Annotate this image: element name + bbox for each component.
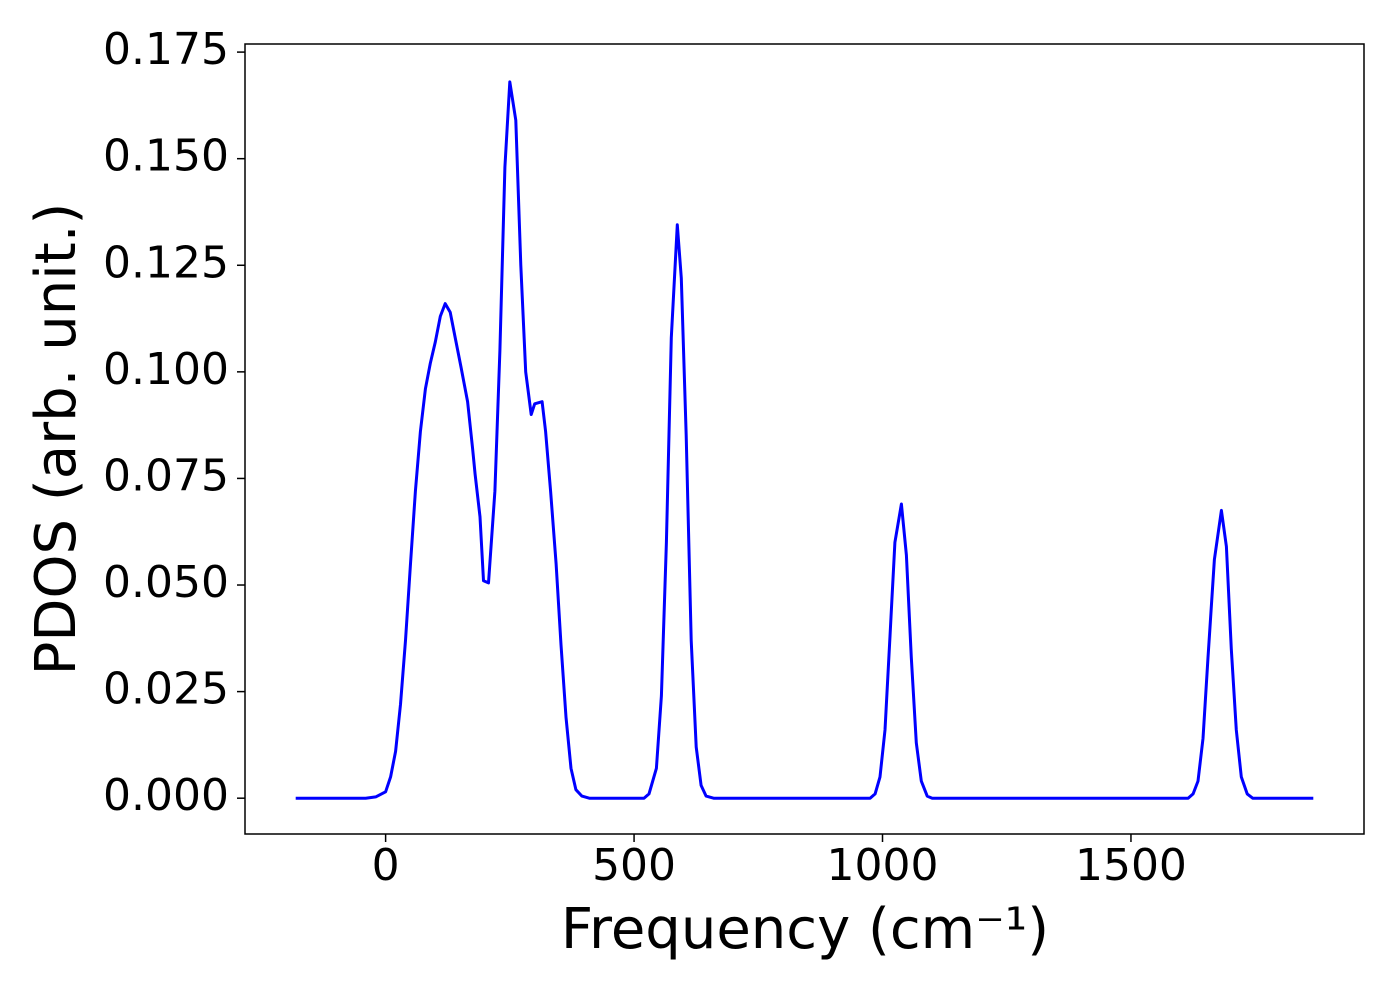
x-tick-label: 1500 [1075,840,1187,891]
y-tick-label: 0.050 [103,557,229,608]
y-axis-label: PDOS (arb. unit.) [24,203,89,676]
y-tick-label: 0.175 [103,24,229,75]
y-tick-label: 0.075 [103,450,229,501]
y-tick-label: 0.025 [103,664,229,715]
y-tick-label: 0.000 [103,770,229,821]
x-axis-label: Frequency (cm⁻¹) [561,897,1049,962]
data-line [295,80,1314,800]
x-tick-label: 500 [592,840,676,891]
y-tick-label: 0.150 [103,131,229,182]
plot-frame [244,43,1365,835]
x-tick-label: 0 [372,840,400,891]
x-tick-label: 1000 [827,840,939,891]
y-tick-label: 0.100 [103,344,229,395]
y-tick-label: 0.125 [103,237,229,288]
